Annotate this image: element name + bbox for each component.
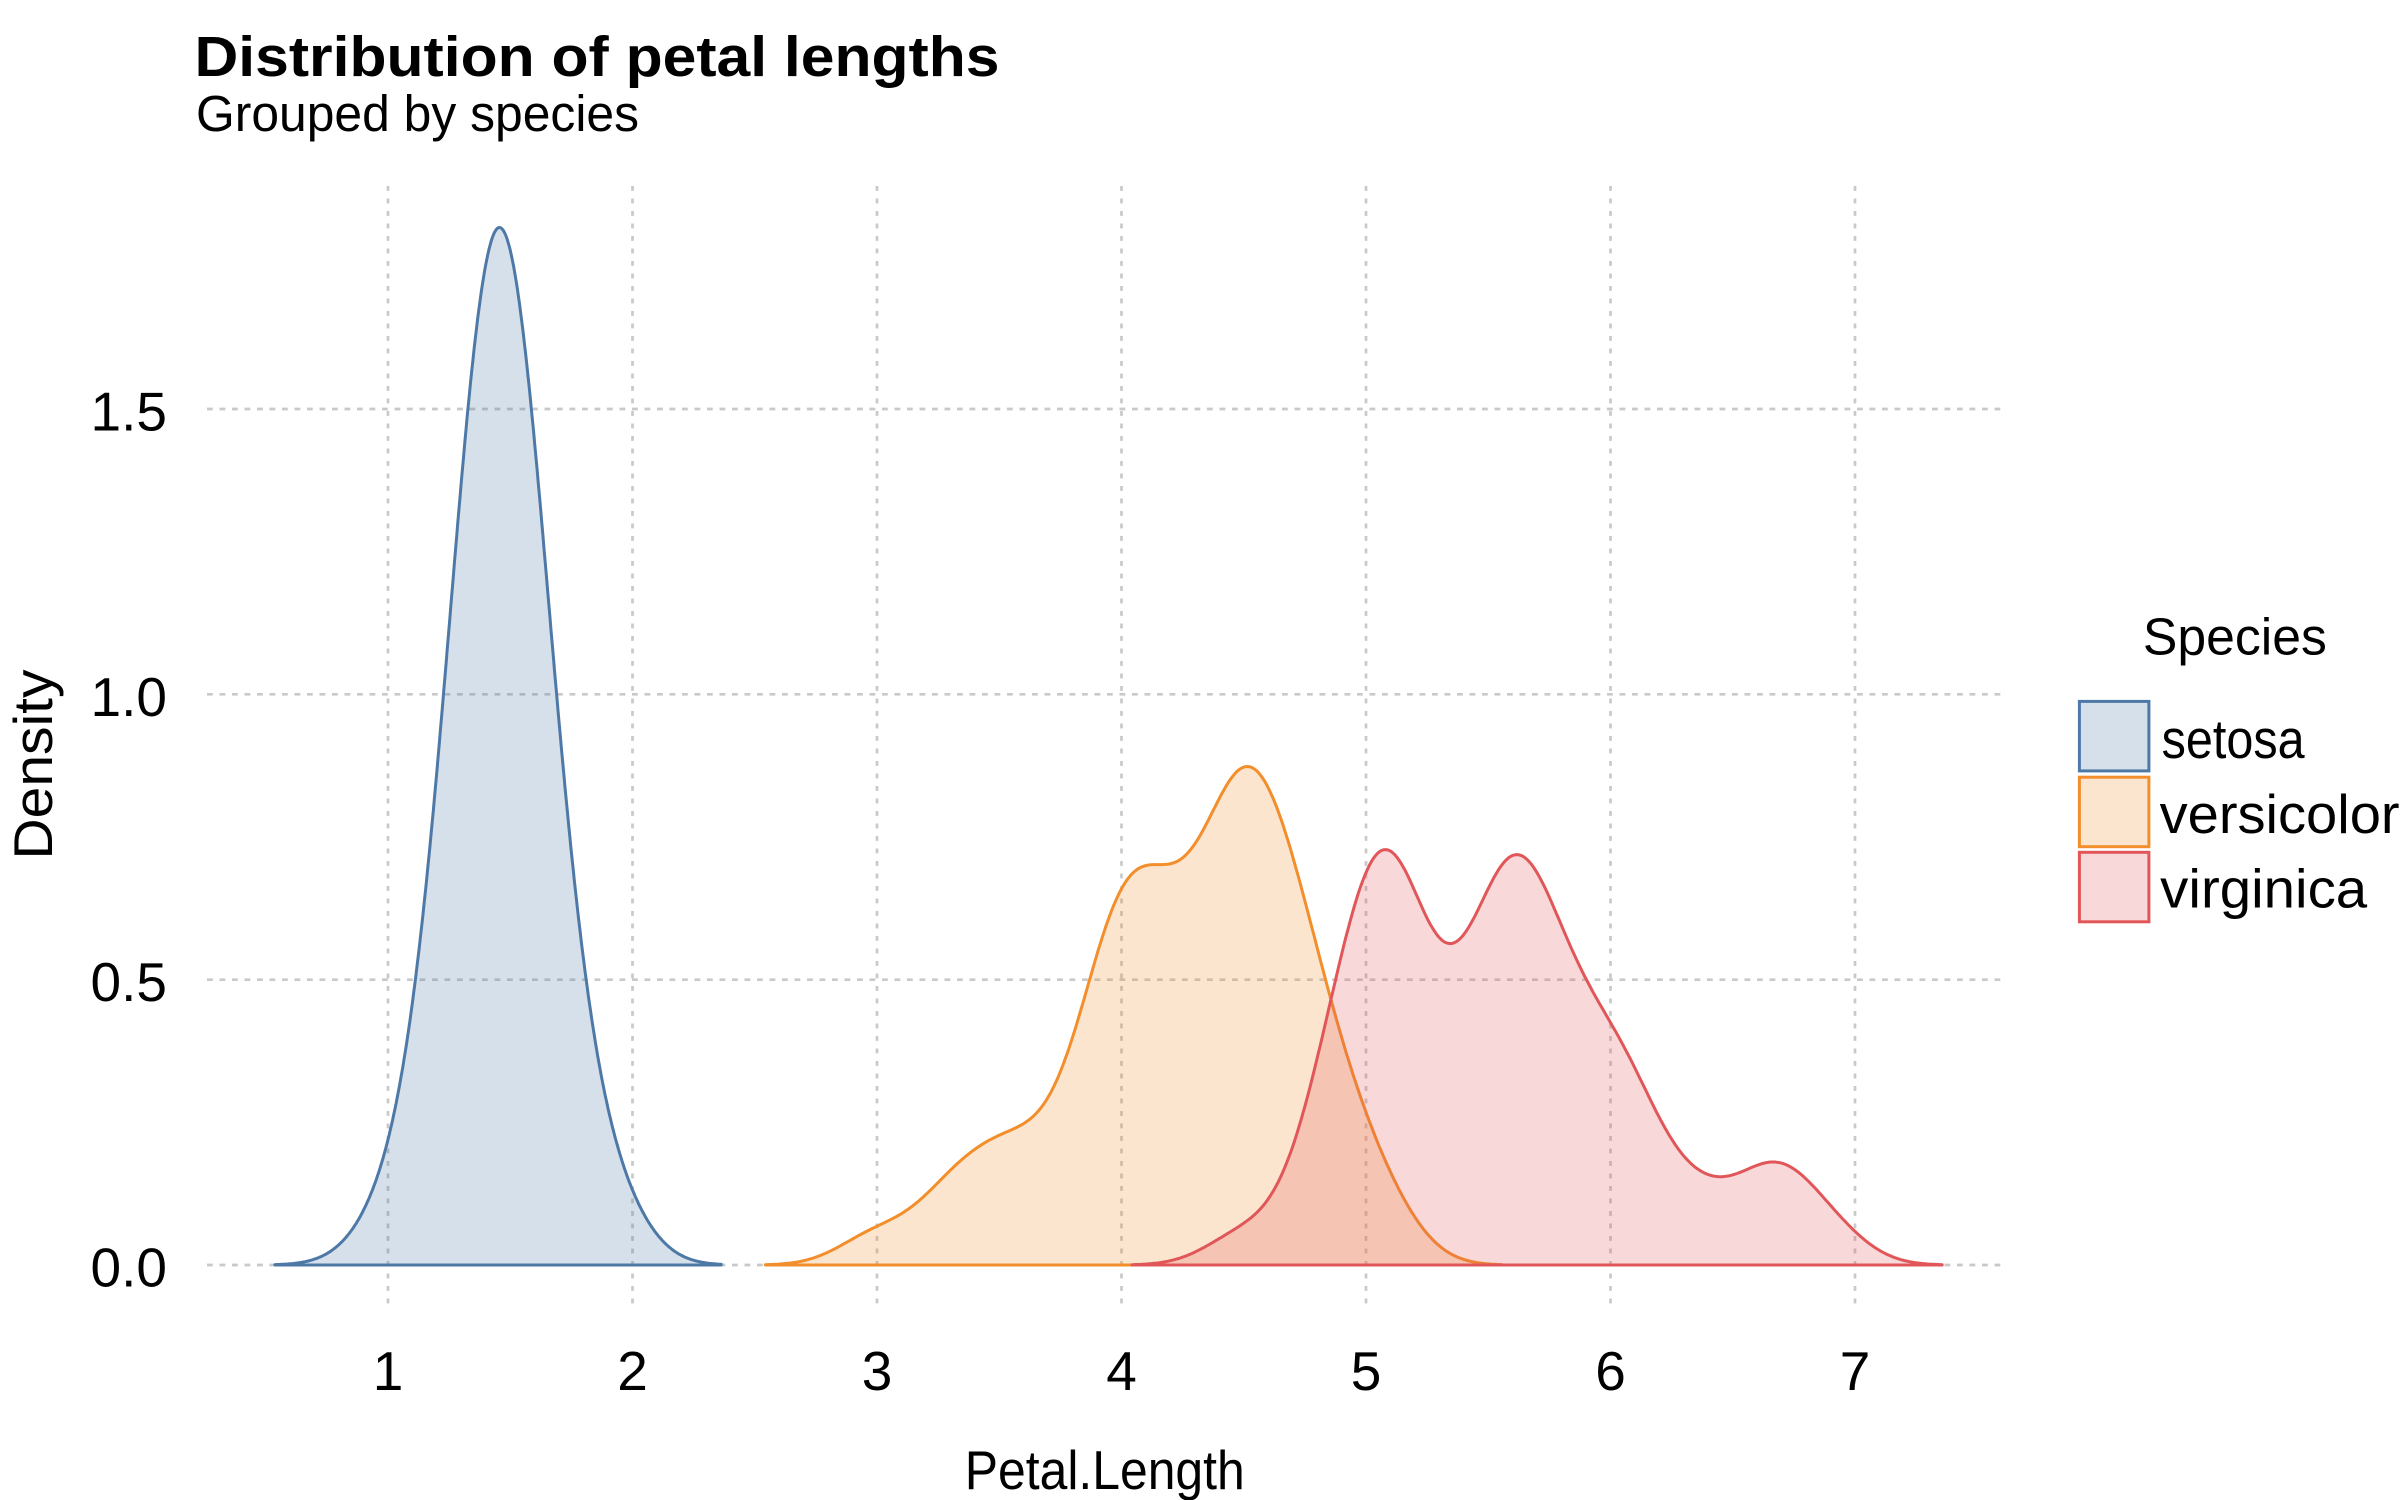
svg-text:4: 4 (1106, 1340, 1137, 1402)
svg-text:1: 1 (373, 1340, 404, 1402)
svg-text:1.0: 1.0 (91, 666, 167, 728)
svg-text:0.0: 0.0 (91, 1237, 167, 1299)
svg-text:6: 6 (1595, 1340, 1626, 1402)
svg-text:setosa: setosa (2162, 708, 2305, 770)
svg-text:versicolor: versicolor (2160, 783, 2400, 845)
svg-text:Species: Species (2143, 609, 2327, 667)
svg-text:3: 3 (862, 1340, 893, 1402)
svg-text:Distribution of petal lengths: Distribution of petal lengths (195, 25, 1000, 89)
svg-text:0.5: 0.5 (91, 951, 167, 1013)
svg-text:Grouped by species: Grouped by species (196, 85, 639, 142)
svg-text:2: 2 (617, 1340, 648, 1402)
svg-text:Density: Density (2, 669, 64, 860)
svg-text:1.5: 1.5 (91, 381, 167, 443)
svg-text:Petal.Length: Petal.Length (965, 1439, 1245, 1500)
svg-text:5: 5 (1351, 1340, 1382, 1402)
svg-text:7: 7 (1840, 1340, 1871, 1402)
svg-text:virginica: virginica (2160, 858, 2367, 920)
